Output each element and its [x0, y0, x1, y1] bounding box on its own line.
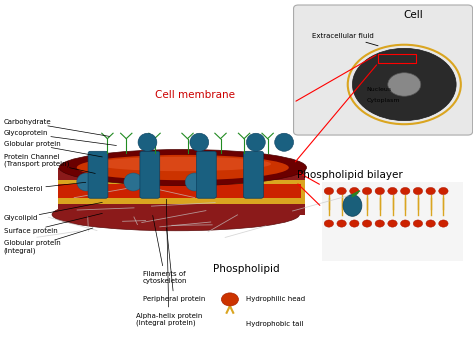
FancyBboxPatch shape	[88, 151, 108, 198]
Text: Surface protein: Surface protein	[4, 213, 102, 234]
Bar	[58, 167, 305, 214]
Circle shape	[337, 187, 346, 195]
Ellipse shape	[353, 48, 456, 120]
Circle shape	[388, 220, 397, 227]
Ellipse shape	[138, 133, 157, 151]
Ellipse shape	[275, 133, 293, 151]
Circle shape	[221, 293, 238, 306]
Text: Phospholipid bilayer: Phospholipid bilayer	[297, 170, 403, 180]
Text: Globular protein: Globular protein	[4, 141, 102, 157]
Ellipse shape	[77, 173, 96, 191]
Ellipse shape	[185, 173, 204, 191]
Circle shape	[438, 187, 448, 195]
Ellipse shape	[246, 133, 265, 151]
Text: Glycoprotein: Glycoprotein	[4, 130, 117, 146]
Text: Nucleus: Nucleus	[366, 87, 392, 92]
Text: Cytoplasm: Cytoplasm	[366, 98, 400, 103]
Ellipse shape	[388, 73, 421, 96]
Text: Glycolipid: Glycolipid	[4, 202, 102, 221]
Circle shape	[324, 187, 334, 195]
FancyBboxPatch shape	[293, 5, 473, 135]
FancyBboxPatch shape	[140, 151, 160, 198]
Ellipse shape	[124, 173, 143, 191]
Text: Extracellular fluid: Extracellular fluid	[312, 33, 378, 46]
Text: Alpha-helix protein
(Integral protein): Alpha-helix protein (Integral protein)	[136, 199, 202, 326]
Bar	[58, 184, 301, 198]
Ellipse shape	[59, 150, 307, 186]
Text: Hydrophilic head: Hydrophilic head	[246, 296, 306, 302]
Text: Cell membrane: Cell membrane	[155, 90, 235, 100]
Circle shape	[413, 220, 423, 227]
Circle shape	[426, 187, 436, 195]
Ellipse shape	[77, 155, 289, 180]
FancyBboxPatch shape	[244, 151, 264, 198]
Text: Hydrophobic tail: Hydrophobic tail	[246, 321, 304, 327]
Circle shape	[413, 187, 423, 195]
Text: Cholesterol: Cholesterol	[4, 182, 86, 192]
Circle shape	[337, 220, 346, 227]
Ellipse shape	[94, 157, 271, 171]
Text: Phospholipid: Phospholipid	[213, 264, 280, 274]
Circle shape	[324, 220, 334, 227]
Bar	[378, 54, 416, 63]
Ellipse shape	[190, 133, 209, 151]
Circle shape	[362, 220, 372, 227]
Circle shape	[438, 220, 448, 227]
Text: Carbohydrate: Carbohydrate	[4, 119, 109, 136]
Ellipse shape	[52, 198, 300, 231]
Ellipse shape	[343, 195, 362, 216]
Bar	[322, 182, 463, 261]
Circle shape	[350, 187, 359, 195]
Bar	[58, 180, 305, 204]
Circle shape	[388, 187, 397, 195]
Text: Filaments of
cytoskeleton: Filaments of cytoskeleton	[143, 215, 187, 284]
Text: Protein Channel
(Transport protein): Protein Channel (Transport protein)	[4, 154, 95, 174]
Text: Cell: Cell	[404, 11, 424, 20]
Circle shape	[362, 187, 372, 195]
Circle shape	[375, 220, 384, 227]
Circle shape	[401, 187, 410, 195]
Text: Peripheral protein: Peripheral protein	[143, 228, 205, 302]
Circle shape	[426, 220, 436, 227]
Circle shape	[350, 220, 359, 227]
Text: Globular protein
(Integral): Globular protein (Integral)	[4, 228, 93, 254]
Circle shape	[401, 220, 410, 227]
Circle shape	[375, 187, 384, 195]
FancyBboxPatch shape	[197, 151, 216, 198]
